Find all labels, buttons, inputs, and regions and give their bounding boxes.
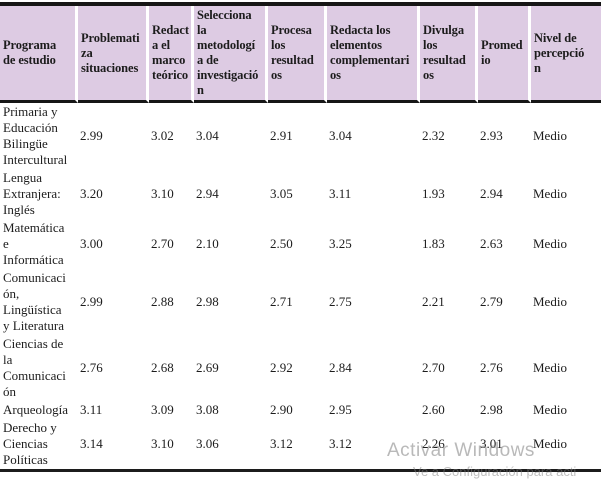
col-header-problematiza: Problemati za situaciones (78, 6, 149, 103)
nivel-cell: Medio (533, 294, 567, 309)
promedio-cell: 2.93 (480, 128, 503, 143)
value-cell: 2.99 (80, 294, 103, 309)
promedio-cell: 2.98 (480, 402, 503, 417)
col-header-nivel-percepcion: Nivel de percepció n (531, 6, 601, 103)
program-name-cell: Matemática e Informática (3, 220, 65, 267)
table-row: Ciencias de la Comunicaci ón 2.76 2.68 2… (0, 335, 601, 401)
value-cell: 2.26 (422, 436, 445, 451)
nivel-cell: Medio (533, 186, 567, 201)
col-header-redacta-complementarios: Redacta los elementos complementari os (327, 6, 420, 103)
value-cell: 2.92 (270, 360, 293, 375)
value-cell: 3.04 (329, 128, 352, 143)
value-cell: 3.08 (196, 402, 219, 417)
program-name-cell: Lengua Extranjera: Inglés (3, 170, 61, 217)
col-header-programa: Programa de estudio (0, 6, 78, 103)
value-cell: 3.12 (270, 436, 293, 451)
header-row: Programa de estudio Problemati za situac… (0, 6, 601, 103)
program-name-cell: Ciencias de la Comunicaci ón (3, 336, 66, 399)
program-name-cell: Comunicaci ón, Lingüística y Literatura (3, 270, 66, 333)
nivel-cell: Medio (533, 402, 567, 417)
value-cell: 2.60 (422, 402, 445, 417)
value-cell: 2.21 (422, 294, 445, 309)
value-cell: 3.20 (80, 186, 103, 201)
table-row: Lengua Extranjera: Inglés 3.20 3.10 2.94… (0, 169, 601, 219)
nivel-cell: Medio (533, 436, 567, 451)
table-row: Matemática e Informática 3.00 2.70 2.10 … (0, 219, 601, 269)
value-cell: 3.05 (270, 186, 293, 201)
program-name-cell: Derecho y Ciencias Políticas (3, 420, 57, 467)
value-cell: 2.68 (151, 360, 174, 375)
value-cell: 2.50 (270, 236, 293, 251)
value-cell: 2.69 (196, 360, 219, 375)
value-cell: 3.00 (80, 236, 103, 251)
value-cell: 2.10 (196, 236, 219, 251)
value-cell: 2.94 (196, 186, 219, 201)
table-row: Arqueología 3.11 3.09 3.08 2.90 2.95 2.6… (0, 401, 601, 419)
promedio-cell: 3.01 (480, 436, 503, 451)
value-cell: 2.84 (329, 360, 352, 375)
program-name-cell: Primaria y Educación Bilingüe Intercultu… (3, 104, 68, 167)
value-cell: 3.25 (329, 236, 352, 251)
value-cell: 2.90 (270, 402, 293, 417)
table-row: Derecho y Ciencias Políticas 3.14 3.10 3… (0, 419, 601, 469)
value-cell: 3.02 (151, 128, 174, 143)
value-cell: 3.11 (329, 186, 352, 201)
value-cell: 2.71 (270, 294, 293, 309)
promedio-cell: 2.76 (480, 360, 503, 375)
table-header: Programa de estudio Problemati za situac… (0, 6, 601, 103)
table-body: Primaria y Educación Bilingüe Intercultu… (0, 103, 601, 469)
value-cell: 2.99 (80, 128, 103, 143)
value-cell: 1.93 (422, 186, 445, 201)
value-cell: 2.70 (422, 360, 445, 375)
value-cell: 3.09 (151, 402, 174, 417)
program-name-cell: Arqueología (3, 402, 68, 417)
value-cell: 2.88 (151, 294, 174, 309)
value-cell: 3.14 (80, 436, 103, 451)
value-cell: 3.12 (329, 436, 352, 451)
col-header-procesa-resultados: Procesa los resultad os (268, 6, 327, 103)
col-header-divulga-resultados: Divulga los resultad os (420, 6, 478, 103)
value-cell: 3.10 (151, 436, 174, 451)
promedio-cell: 2.63 (480, 236, 503, 251)
value-cell: 3.04 (196, 128, 219, 143)
table-row: Primaria y Educación Bilingüe Intercultu… (0, 103, 601, 169)
value-cell: 2.70 (151, 236, 174, 251)
col-header-selecciona-metodologia: Selecciona la metodologí a de investigac… (194, 6, 268, 103)
value-cell: 2.91 (270, 128, 293, 143)
nivel-cell: Medio (533, 236, 567, 251)
value-cell: 3.11 (80, 402, 103, 417)
value-cell: 2.98 (196, 294, 219, 309)
value-cell: 2.76 (80, 360, 103, 375)
nivel-cell: Medio (533, 128, 567, 143)
value-cell: 3.06 (196, 436, 219, 451)
promedio-cell: 2.79 (480, 294, 503, 309)
value-cell: 2.95 (329, 402, 352, 417)
value-cell: 3.10 (151, 186, 174, 201)
col-header-promedio: Promed io (478, 6, 531, 103)
value-cell: 1.83 (422, 236, 445, 251)
table-row: Comunicaci ón, Lingüística y Literatura … (0, 269, 601, 335)
promedio-cell: 2.94 (480, 186, 503, 201)
value-cell: 2.75 (329, 294, 352, 309)
nivel-cell: Medio (533, 360, 567, 375)
value-cell: 2.32 (422, 128, 445, 143)
perception-results-table: Programa de estudio Problemati za situac… (0, 2, 601, 472)
col-header-redacta-marco: Redact a el marco teórico (149, 6, 194, 103)
